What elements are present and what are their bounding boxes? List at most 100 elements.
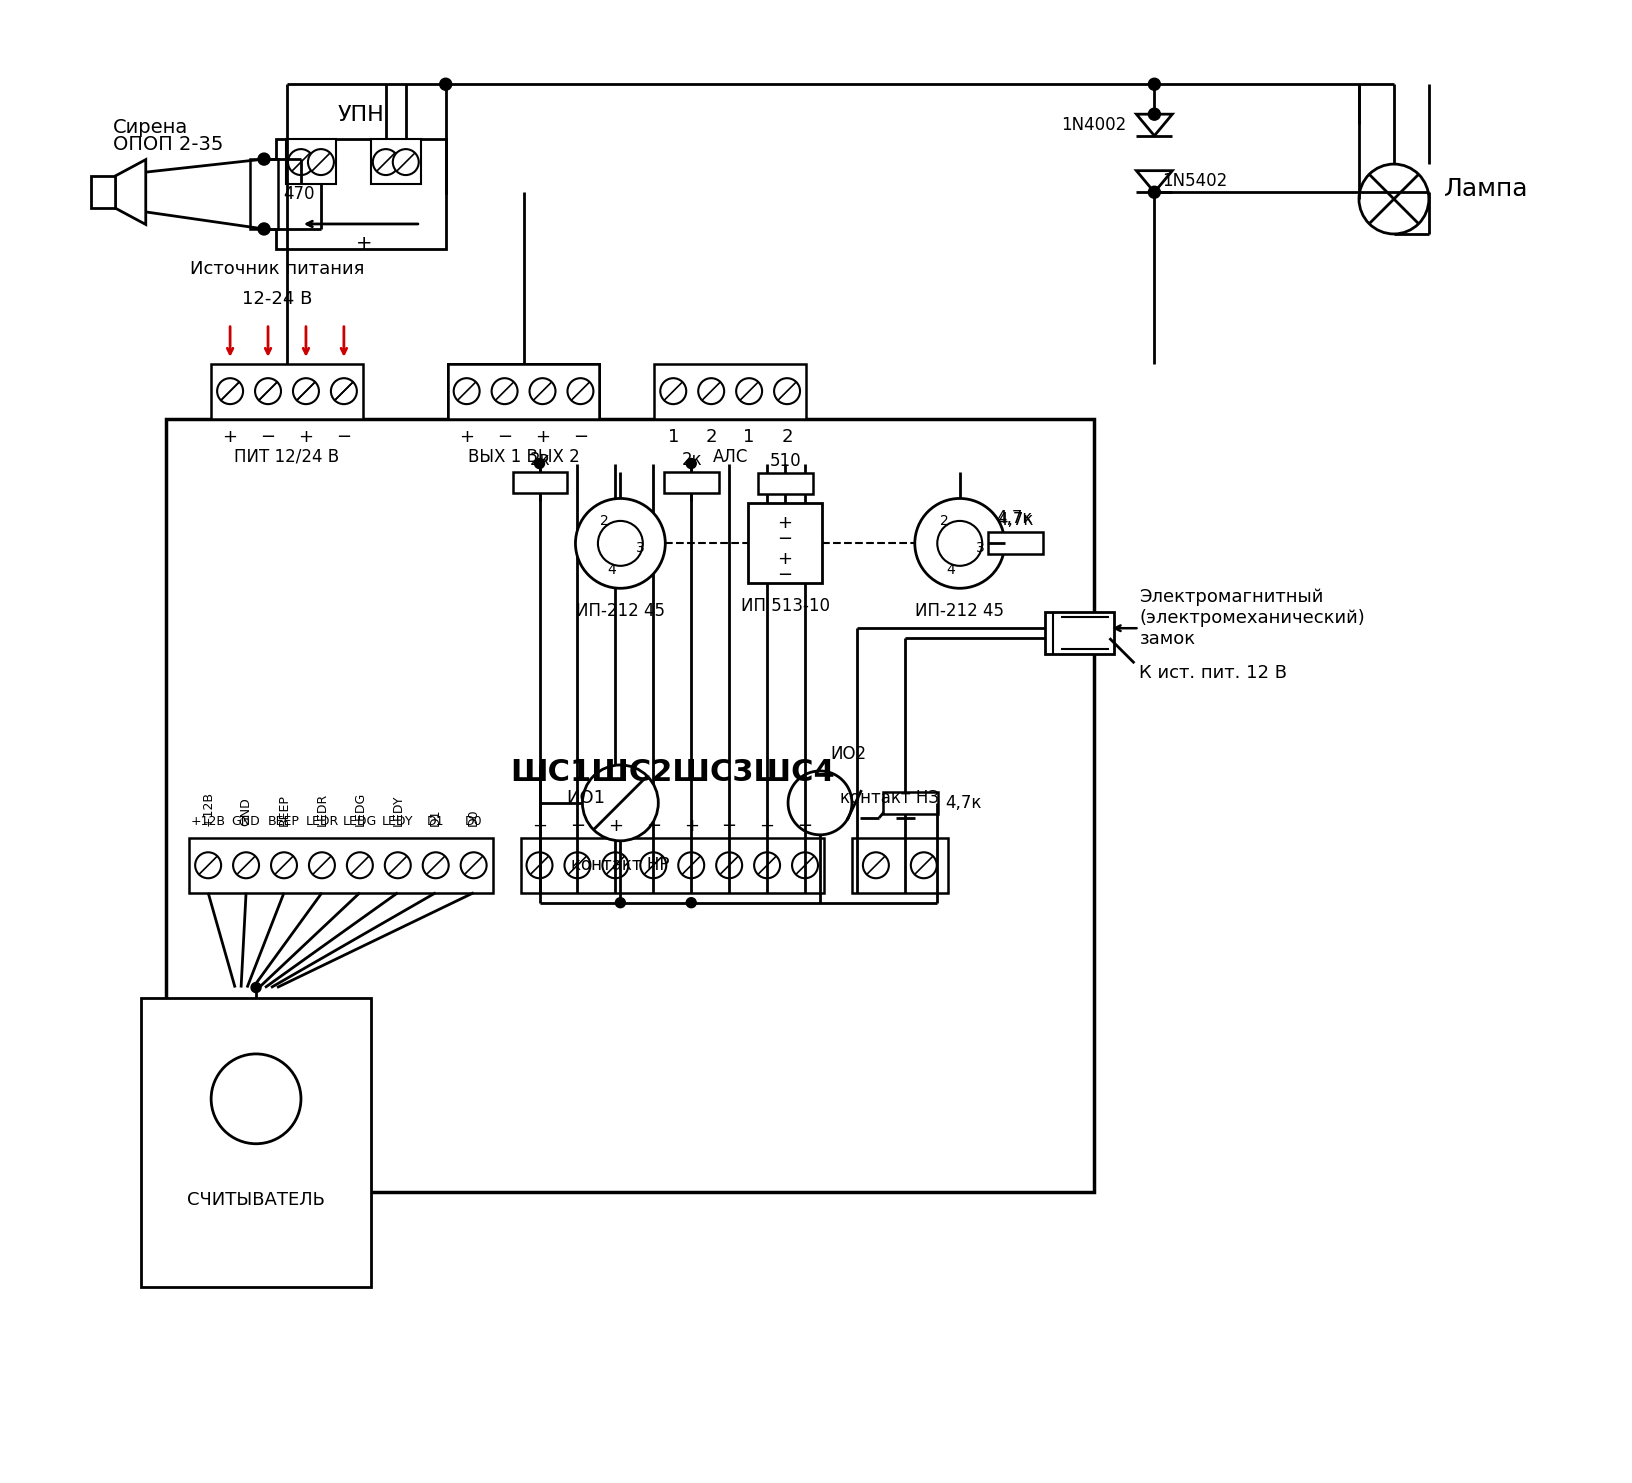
Bar xyxy=(276,139,446,249)
Circle shape xyxy=(215,377,243,405)
Circle shape xyxy=(460,853,486,878)
Text: +: + xyxy=(532,817,547,835)
Bar xyxy=(447,363,599,418)
Text: ВЫХ 1 ВЫХ 2: ВЫХ 1 ВЫХ 2 xyxy=(467,448,579,466)
Circle shape xyxy=(862,853,888,878)
Circle shape xyxy=(583,765,658,841)
Text: −: − xyxy=(777,567,792,584)
Circle shape xyxy=(491,378,517,405)
Circle shape xyxy=(774,378,800,405)
Text: −: − xyxy=(261,427,276,445)
Text: D1: D1 xyxy=(429,808,442,826)
Text: −: − xyxy=(570,817,584,835)
Text: ШС1ШС2ШС3ШС4: ШС1ШС2ШС3ШС4 xyxy=(509,758,834,787)
Text: GND: GND xyxy=(240,796,253,826)
Text: LEDR: LEDR xyxy=(305,814,338,828)
Text: +: + xyxy=(222,427,237,445)
Circle shape xyxy=(937,521,981,567)
Bar xyxy=(211,363,362,418)
Text: 1: 1 xyxy=(743,427,754,445)
Text: LEDY: LEDY xyxy=(392,795,405,826)
Circle shape xyxy=(454,378,480,405)
Text: ИП 513-10: ИП 513-10 xyxy=(739,598,829,615)
Circle shape xyxy=(233,853,259,878)
Text: 1N5402: 1N5402 xyxy=(1162,172,1227,190)
Circle shape xyxy=(196,853,220,878)
Text: Источник питания: Источник питания xyxy=(189,260,364,277)
Circle shape xyxy=(526,853,552,878)
Circle shape xyxy=(574,498,664,589)
Polygon shape xyxy=(116,160,145,224)
Text: D0: D0 xyxy=(465,814,481,828)
Text: 3: 3 xyxy=(974,541,984,555)
Circle shape xyxy=(372,150,398,175)
Text: +: + xyxy=(356,234,372,254)
Circle shape xyxy=(566,378,592,405)
Circle shape xyxy=(255,377,282,405)
Text: 2к: 2к xyxy=(529,451,550,469)
Bar xyxy=(447,363,599,418)
Circle shape xyxy=(529,378,555,405)
Circle shape xyxy=(698,378,723,405)
Text: 4,7к: 4,7к xyxy=(945,793,981,811)
Text: ИО1: ИО1 xyxy=(566,789,605,807)
Circle shape xyxy=(251,983,261,992)
Text: LEDG: LEDG xyxy=(343,814,377,828)
Circle shape xyxy=(677,853,703,878)
Circle shape xyxy=(1147,187,1160,199)
Text: −: − xyxy=(721,817,736,835)
Bar xyxy=(250,159,277,228)
Bar xyxy=(370,139,421,184)
Text: +: + xyxy=(535,427,550,445)
Circle shape xyxy=(271,853,297,878)
Circle shape xyxy=(292,377,320,405)
Bar xyxy=(166,418,1093,1192)
Text: 4: 4 xyxy=(947,564,955,577)
Circle shape xyxy=(308,150,333,175)
Bar xyxy=(447,363,599,418)
Text: BEEP: BEEP xyxy=(268,814,300,828)
Circle shape xyxy=(255,378,281,405)
Circle shape xyxy=(385,853,411,878)
Text: 4,7к: 4,7к xyxy=(996,510,1031,528)
Text: Сирена: Сирена xyxy=(113,119,188,136)
Circle shape xyxy=(308,853,335,878)
Text: −: − xyxy=(777,531,792,549)
Bar xyxy=(664,472,718,494)
Text: 470: 470 xyxy=(282,185,315,203)
Polygon shape xyxy=(1136,171,1172,193)
Text: АЛС: АЛС xyxy=(712,448,747,466)
Bar xyxy=(142,998,370,1287)
Circle shape xyxy=(258,153,269,165)
Circle shape xyxy=(685,897,695,908)
Text: 1N4002: 1N4002 xyxy=(1061,116,1126,133)
Text: контакт НР: контакт НР xyxy=(571,856,669,873)
Text: 4: 4 xyxy=(607,564,615,577)
Bar xyxy=(91,176,116,208)
Bar xyxy=(757,473,813,494)
Text: 12-24 В: 12-24 В xyxy=(242,289,312,308)
Circle shape xyxy=(1358,165,1428,234)
Text: 2: 2 xyxy=(938,515,948,528)
Text: СЧИТЫВАТЕЛЬ: СЧИТЫВАТЕЛЬ xyxy=(188,1191,325,1209)
Text: 2к: 2к xyxy=(681,451,702,469)
Text: Лампа: Лампа xyxy=(1443,176,1528,202)
Text: LEDY: LEDY xyxy=(382,814,413,828)
Text: +: + xyxy=(299,427,313,445)
Text: BEEP: BEEP xyxy=(277,793,290,826)
Text: +: + xyxy=(777,550,792,568)
Text: 3: 3 xyxy=(636,541,645,555)
Circle shape xyxy=(792,853,818,878)
Text: +12В: +12В xyxy=(201,790,214,826)
Text: −: − xyxy=(336,427,351,445)
Bar xyxy=(883,792,937,814)
Text: −: − xyxy=(645,817,661,835)
Text: УПН: УПН xyxy=(338,105,384,125)
Circle shape xyxy=(330,377,357,405)
Polygon shape xyxy=(1136,114,1172,136)
Text: 510: 510 xyxy=(769,451,801,470)
Circle shape xyxy=(911,853,937,878)
Text: К ист. пит. 12 В: К ист. пит. 12 В xyxy=(1139,664,1286,682)
Text: +: + xyxy=(759,817,774,835)
Circle shape xyxy=(292,378,318,405)
